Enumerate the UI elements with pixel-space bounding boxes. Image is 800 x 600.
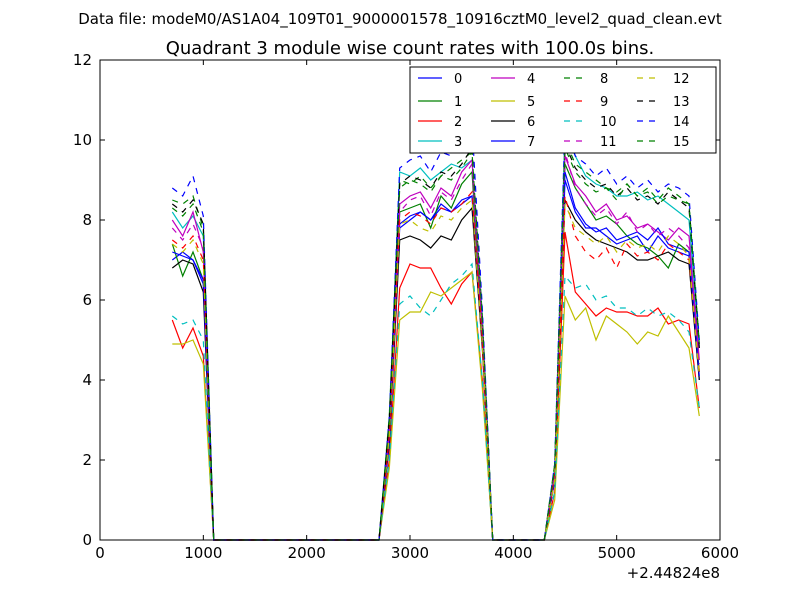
legend-label-10: 10 <box>600 115 617 130</box>
series-line-8 <box>172 139 700 541</box>
series-line-6 <box>171 197 700 541</box>
series-line-1 <box>171 163 700 541</box>
y-tick-label: 6 <box>82 291 92 309</box>
chart-suptitle: Data file: modeM0/AS1A04_109T01_90000015… <box>78 10 722 29</box>
x-tick-label: 4000 <box>494 544 532 562</box>
legend-label-12: 12 <box>673 72 690 87</box>
x-tick-label: 6000 <box>701 544 739 562</box>
legend-label-5: 5 <box>527 95 535 110</box>
x-tick-label: 0 <box>95 544 105 562</box>
legend-label-2: 2 <box>454 115 462 130</box>
legend-label-7: 7 <box>527 135 535 150</box>
legend-label-15: 15 <box>673 135 690 150</box>
x-tick-label: 2000 <box>288 544 326 562</box>
series-layer <box>171 121 700 541</box>
series-line-0 <box>171 179 700 541</box>
y-tick-label: 8 <box>82 211 92 229</box>
legend-label-1: 1 <box>454 95 462 110</box>
chart-title: Quadrant 3 module wise count rates with … <box>166 38 655 59</box>
legend-label-11: 11 <box>600 135 617 150</box>
legend-label-14: 14 <box>673 115 690 130</box>
legend-box <box>409 66 717 154</box>
series-line-10 <box>171 262 700 541</box>
legend-label-9: 9 <box>600 95 608 110</box>
legend-label-0: 0 <box>454 72 462 87</box>
series-line-15 <box>171 147 700 541</box>
series-line-12 <box>171 198 700 541</box>
series-line-2 <box>171 231 700 541</box>
y-tick-label: 10 <box>73 131 92 149</box>
x-tick-label: 5000 <box>598 544 636 562</box>
y-tick-label: 2 <box>82 451 92 469</box>
legend-label-3: 3 <box>454 135 462 150</box>
y-tick-label: 4 <box>82 371 92 389</box>
y-tick-label: 0 <box>82 531 92 549</box>
x-offset-label: +2.44824e8 <box>627 564 720 582</box>
legend-label-13: 13 <box>673 95 690 110</box>
x-tick-label: 3000 <box>391 544 429 562</box>
legend-label-8: 8 <box>600 72 608 87</box>
series-line-9 <box>171 190 700 541</box>
y-tick-label: 12 <box>73 51 92 69</box>
series-line-14 <box>171 121 700 541</box>
legend-label-6: 6 <box>527 115 535 130</box>
series-line-13 <box>171 143 700 541</box>
x-tick-label: 1000 <box>184 544 222 562</box>
series-line-7 <box>172 171 700 541</box>
legend-label-4: 4 <box>527 72 535 87</box>
